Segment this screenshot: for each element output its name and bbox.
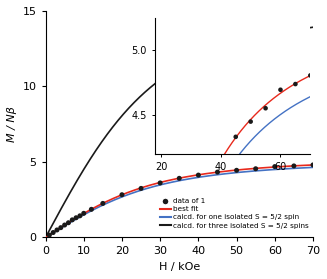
Point [234, 168, 239, 172]
Point [100, 201, 106, 206]
Point [291, 164, 297, 168]
Point [47, 233, 52, 237]
Point [310, 163, 316, 167]
Point [74, 215, 79, 220]
Point [215, 170, 220, 174]
Point [138, 186, 144, 191]
Point [196, 173, 201, 177]
Point [77, 214, 82, 218]
Point [66, 220, 71, 225]
Point [54, 228, 60, 232]
Point [177, 176, 182, 181]
Point [119, 193, 125, 197]
Point [62, 223, 67, 227]
Point [51, 230, 56, 235]
Point [253, 167, 258, 171]
Point [81, 211, 86, 216]
Point [70, 218, 75, 222]
X-axis label: H / kOe: H / kOe [159, 262, 200, 272]
Legend: data of 1, best fit, calcd. for one isolated S = 5/2 spin, calcd. for three isol: data of 1, best fit, calcd. for one isol… [157, 195, 312, 232]
Point [89, 207, 94, 211]
Y-axis label: M / Nβ: M / Nβ [7, 106, 17, 142]
Point [272, 164, 277, 169]
Point [158, 181, 163, 185]
Point [58, 225, 63, 230]
